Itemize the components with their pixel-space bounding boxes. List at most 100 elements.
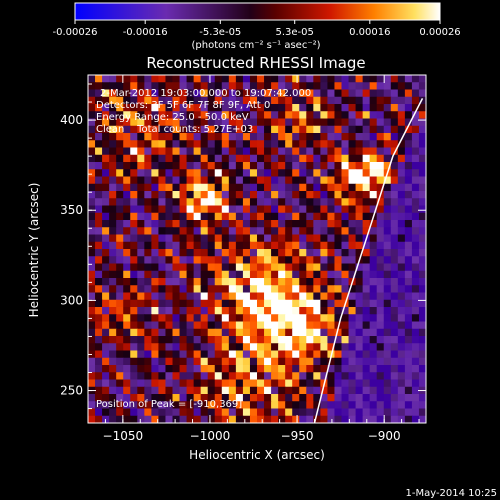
heatmap-cell — [200, 82, 209, 91]
heatmap-cell — [299, 321, 307, 330]
heatmap-cell — [341, 343, 350, 352]
heatmap-cell — [172, 386, 181, 395]
heatmap-cell — [313, 198, 321, 207]
heatmap-cell — [418, 111, 426, 120]
heatmap-cell — [88, 75, 96, 83]
heatmap-cell — [299, 169, 307, 178]
heatmap-cell — [235, 118, 244, 127]
heatmap-cell — [383, 328, 392, 337]
heatmap-cell — [179, 198, 188, 207]
heatmap-cell — [102, 183, 110, 192]
heatmap-cell — [264, 401, 272, 410]
heatmap-cell — [151, 285, 160, 294]
heatmap-cell — [193, 307, 202, 315]
heatmap-cell — [299, 191, 307, 199]
heatmap-cell — [137, 408, 145, 417]
heatmap-cell — [221, 89, 230, 98]
heatmap-cell — [348, 343, 357, 352]
heatmap-cell — [109, 278, 117, 286]
heatmap-cell — [271, 133, 279, 141]
heatmap-cell — [207, 104, 216, 112]
heatmap-cell — [369, 256, 378, 265]
heatmap-cell — [249, 227, 258, 236]
heatmap-cell — [249, 401, 258, 410]
heatmap-cell — [390, 205, 399, 214]
heatmap-cell — [334, 343, 343, 352]
heatmap-cell — [165, 365, 174, 373]
heatmap-cell — [257, 125, 265, 134]
heatmap-cell — [214, 299, 223, 308]
heatmap-cell — [285, 401, 293, 410]
heatmap-cell — [193, 350, 202, 359]
heatmap-cell — [221, 205, 230, 214]
heatmap-cell — [383, 263, 392, 272]
heatmap-cell — [158, 256, 167, 265]
heatmap-cell — [397, 408, 406, 417]
heatmap-cell — [123, 328, 131, 337]
heatmap-cell — [193, 401, 202, 410]
heatmap-cell — [214, 183, 223, 192]
heatmap-cell — [292, 350, 300, 359]
heatmap-cell — [285, 336, 293, 344]
heatmap-cell — [144, 372, 152, 381]
heatmap-cell — [116, 198, 124, 207]
heatmap-cell — [334, 357, 343, 366]
heatmap-cell — [278, 336, 286, 344]
heatmap-cell — [362, 96, 371, 105]
heatmap-cell — [137, 386, 145, 395]
heatmap-cell — [130, 154, 138, 163]
heatmap-cell — [151, 343, 160, 352]
heatmap-cell — [242, 147, 251, 156]
heatmap-cell — [404, 415, 413, 423]
heatmap-cell — [313, 133, 321, 141]
heatmap-cell — [123, 249, 131, 257]
heatmap-cell — [327, 365, 336, 373]
heatmap-cell — [158, 104, 167, 112]
heatmap-cell — [355, 140, 364, 149]
heatmap-cell — [355, 336, 364, 344]
heatmap-cell — [109, 176, 117, 185]
heatmap-cell — [404, 104, 413, 112]
annotation-total-counts: Clean Total counts: 5.27E+03 — [96, 124, 253, 135]
heatmap-cell — [172, 270, 181, 279]
heatmap-cell — [207, 365, 216, 373]
heatmap-cell — [172, 415, 181, 423]
heatmap-cell — [264, 191, 272, 199]
heatmap-cell — [165, 118, 174, 127]
heatmap-cell — [257, 154, 265, 163]
heatmap-cell — [158, 96, 167, 105]
heatmap-cell — [313, 183, 321, 192]
heatmap-cell — [137, 140, 145, 149]
heatmap-cell — [327, 278, 336, 286]
heatmap-cell — [102, 263, 110, 272]
heatmap-cell — [228, 307, 237, 315]
heatmap-cell — [130, 220, 138, 228]
heatmap-cell — [158, 176, 167, 185]
heatmap-cell — [214, 278, 223, 286]
heatmap-cell — [249, 408, 258, 417]
heatmap-cell — [397, 234, 406, 243]
heatmap-cell — [306, 82, 314, 91]
heatmap-cell — [348, 401, 357, 410]
heatmap-cell — [228, 314, 237, 323]
heatmap-cell — [151, 241, 160, 250]
heatmap-cell — [369, 321, 378, 330]
heatmap-cell — [249, 328, 258, 337]
heatmap-cell — [144, 408, 152, 417]
heatmap-cell — [151, 357, 160, 366]
heatmap-cell — [313, 256, 321, 265]
heatmap-cell — [228, 147, 237, 156]
heatmap-cell — [369, 328, 378, 337]
heatmap-cell — [249, 365, 258, 373]
heatmap-cell — [292, 263, 300, 272]
heatmap-cell — [151, 75, 160, 83]
heatmap-cell — [341, 372, 350, 381]
heatmap-cell — [376, 89, 385, 98]
heatmap-cell — [257, 357, 265, 366]
heatmap-cell — [88, 408, 96, 417]
heatmap-cell — [95, 169, 103, 178]
heatmap-cell — [235, 386, 244, 395]
heatmap-cell — [376, 147, 385, 156]
heatmap-cell — [299, 212, 307, 221]
heatmap-cell — [306, 96, 314, 105]
